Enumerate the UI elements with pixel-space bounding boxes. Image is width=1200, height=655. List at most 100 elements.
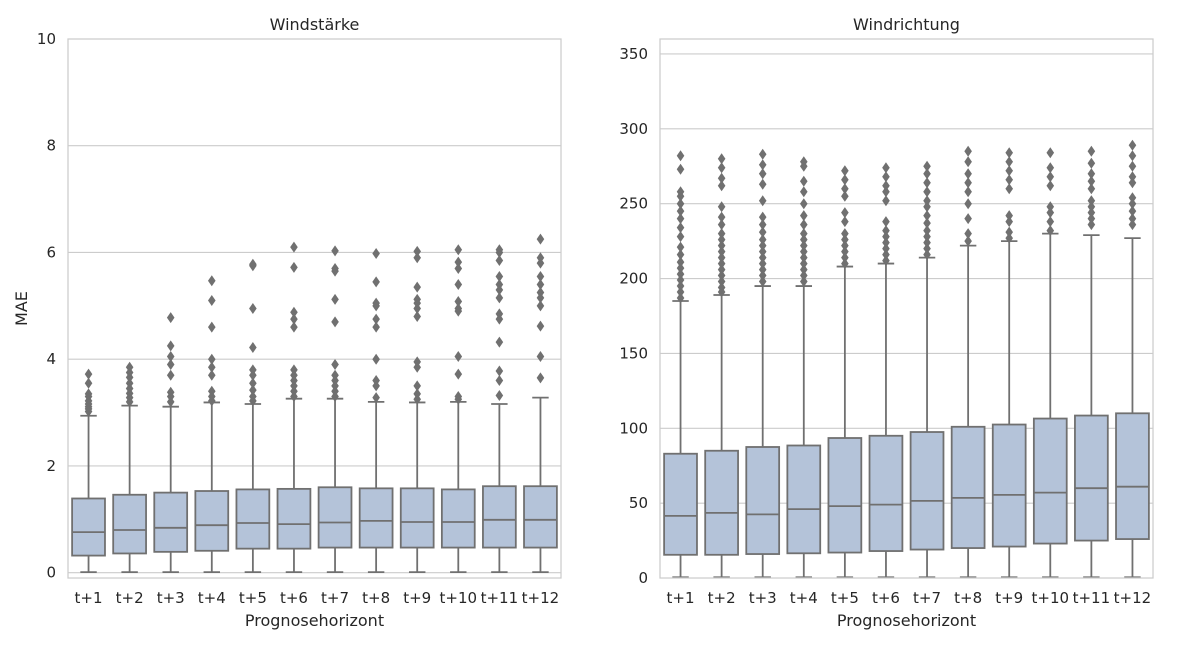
flier-point: [454, 256, 463, 268]
flier-point: [207, 294, 216, 306]
box-t+8: [358, 248, 394, 574]
flier-point: [676, 198, 685, 210]
box-t+10: [1032, 147, 1068, 579]
flier-point: [717, 276, 726, 288]
box-iqr: [991, 423, 1027, 548]
flier-point: [882, 225, 890, 237]
flier-point: [454, 351, 463, 363]
box-t+1: [71, 368, 106, 574]
flier-point: [676, 213, 685, 225]
box-iqr: [868, 434, 904, 552]
flier-point: [372, 353, 380, 365]
flier-point: [717, 282, 726, 294]
flier-point: [676, 286, 685, 298]
flier-point: [166, 312, 175, 324]
flier-point: [841, 183, 849, 195]
flier-point: [1087, 175, 1096, 187]
flier-point: [454, 303, 463, 314]
y-axis-label: MAE: [12, 291, 31, 326]
flier-point: [495, 308, 504, 320]
flier-point: [758, 264, 767, 276]
flier-point: [758, 159, 767, 171]
flier-point: [799, 264, 808, 276]
flier-point: [372, 297, 380, 309]
flier-point: [1128, 205, 1137, 217]
flier-point: [758, 219, 767, 231]
flier-point: [207, 361, 216, 373]
flier-point: [1128, 192, 1137, 204]
y-tick-label: 300: [619, 120, 648, 138]
flier-point: [454, 244, 463, 256]
box-t+1: [663, 150, 698, 579]
box-iqr: [745, 446, 781, 555]
flier-point: [84, 377, 93, 389]
box-t+5: [827, 165, 863, 579]
flier-point: [882, 237, 890, 249]
flier-point: [1005, 156, 1014, 168]
box-iqr: [194, 490, 230, 552]
flier-point: [1005, 147, 1014, 159]
flier-point: [249, 364, 257, 376]
flier-point: [372, 313, 380, 325]
flier-point: [923, 243, 931, 255]
box-iqr: [112, 493, 147, 555]
box-t+12: [1115, 139, 1150, 579]
flier-point: [249, 341, 257, 353]
x-tick-label: t+11: [481, 589, 519, 607]
flier-point: [454, 262, 463, 274]
flier-point: [413, 388, 422, 400]
flier-point: [1128, 160, 1137, 172]
y-tick-label: 10: [37, 30, 56, 48]
x-axis-label: Prognosehorizont: [245, 611, 384, 630]
flier-point: [717, 258, 726, 270]
flier-point: [676, 241, 685, 253]
flier-point: [758, 240, 767, 252]
x-tick-label: t+4: [198, 589, 226, 607]
flier-point: [1128, 177, 1137, 189]
flier-point: [1046, 216, 1055, 228]
flier-point: [1005, 226, 1014, 238]
box-iqr: [276, 487, 312, 550]
x-tick-label: t+10: [440, 589, 478, 607]
flier-point: [166, 340, 175, 352]
flier-point: [799, 175, 808, 187]
flier-point: [841, 252, 849, 264]
flier-point: [758, 252, 767, 264]
flier-point: [1046, 162, 1055, 174]
flier-point: [413, 293, 422, 305]
flier-point: [676, 150, 685, 162]
flier-point: [799, 228, 808, 240]
x-tick-labels: t+1 t+2 t+3 t+4 t+5 t+6 t+7 t+8 t+9 t+10 t+11 t+12: [667, 589, 1152, 607]
flier-point: [676, 274, 685, 286]
flier-point: [882, 171, 890, 183]
flier-point: [717, 180, 726, 192]
flier-point: [841, 240, 849, 252]
box-iqr: [482, 485, 517, 549]
flier-point: [676, 280, 685, 292]
flier-point: [536, 278, 545, 290]
flier-point: [676, 205, 685, 217]
flier-point: [454, 391, 463, 403]
flier-point: [758, 168, 767, 180]
y-grid: [660, 53, 1153, 504]
flier-point: [290, 313, 298, 325]
flier-point: [758, 258, 767, 270]
flier-point: [882, 195, 890, 207]
flier-point: [1087, 201, 1096, 213]
flier-point: [882, 231, 890, 243]
flier-point: [1087, 168, 1096, 180]
box-iqr: [358, 487, 394, 549]
flier-point: [495, 375, 504, 387]
flier-point: [882, 249, 890, 261]
x-tick-label: t+11: [1073, 589, 1111, 607]
flier-point: [882, 243, 890, 255]
y-tick-label: 0: [46, 564, 56, 582]
flier-point: [676, 222, 685, 234]
flier-point: [1005, 183, 1014, 195]
flier-point: [882, 180, 890, 192]
flier-point: [166, 359, 175, 371]
flier-point: [536, 286, 545, 298]
x-tick-label: t+10: [1032, 589, 1070, 607]
box-t+2: [112, 361, 147, 574]
flier-point: [207, 275, 216, 287]
